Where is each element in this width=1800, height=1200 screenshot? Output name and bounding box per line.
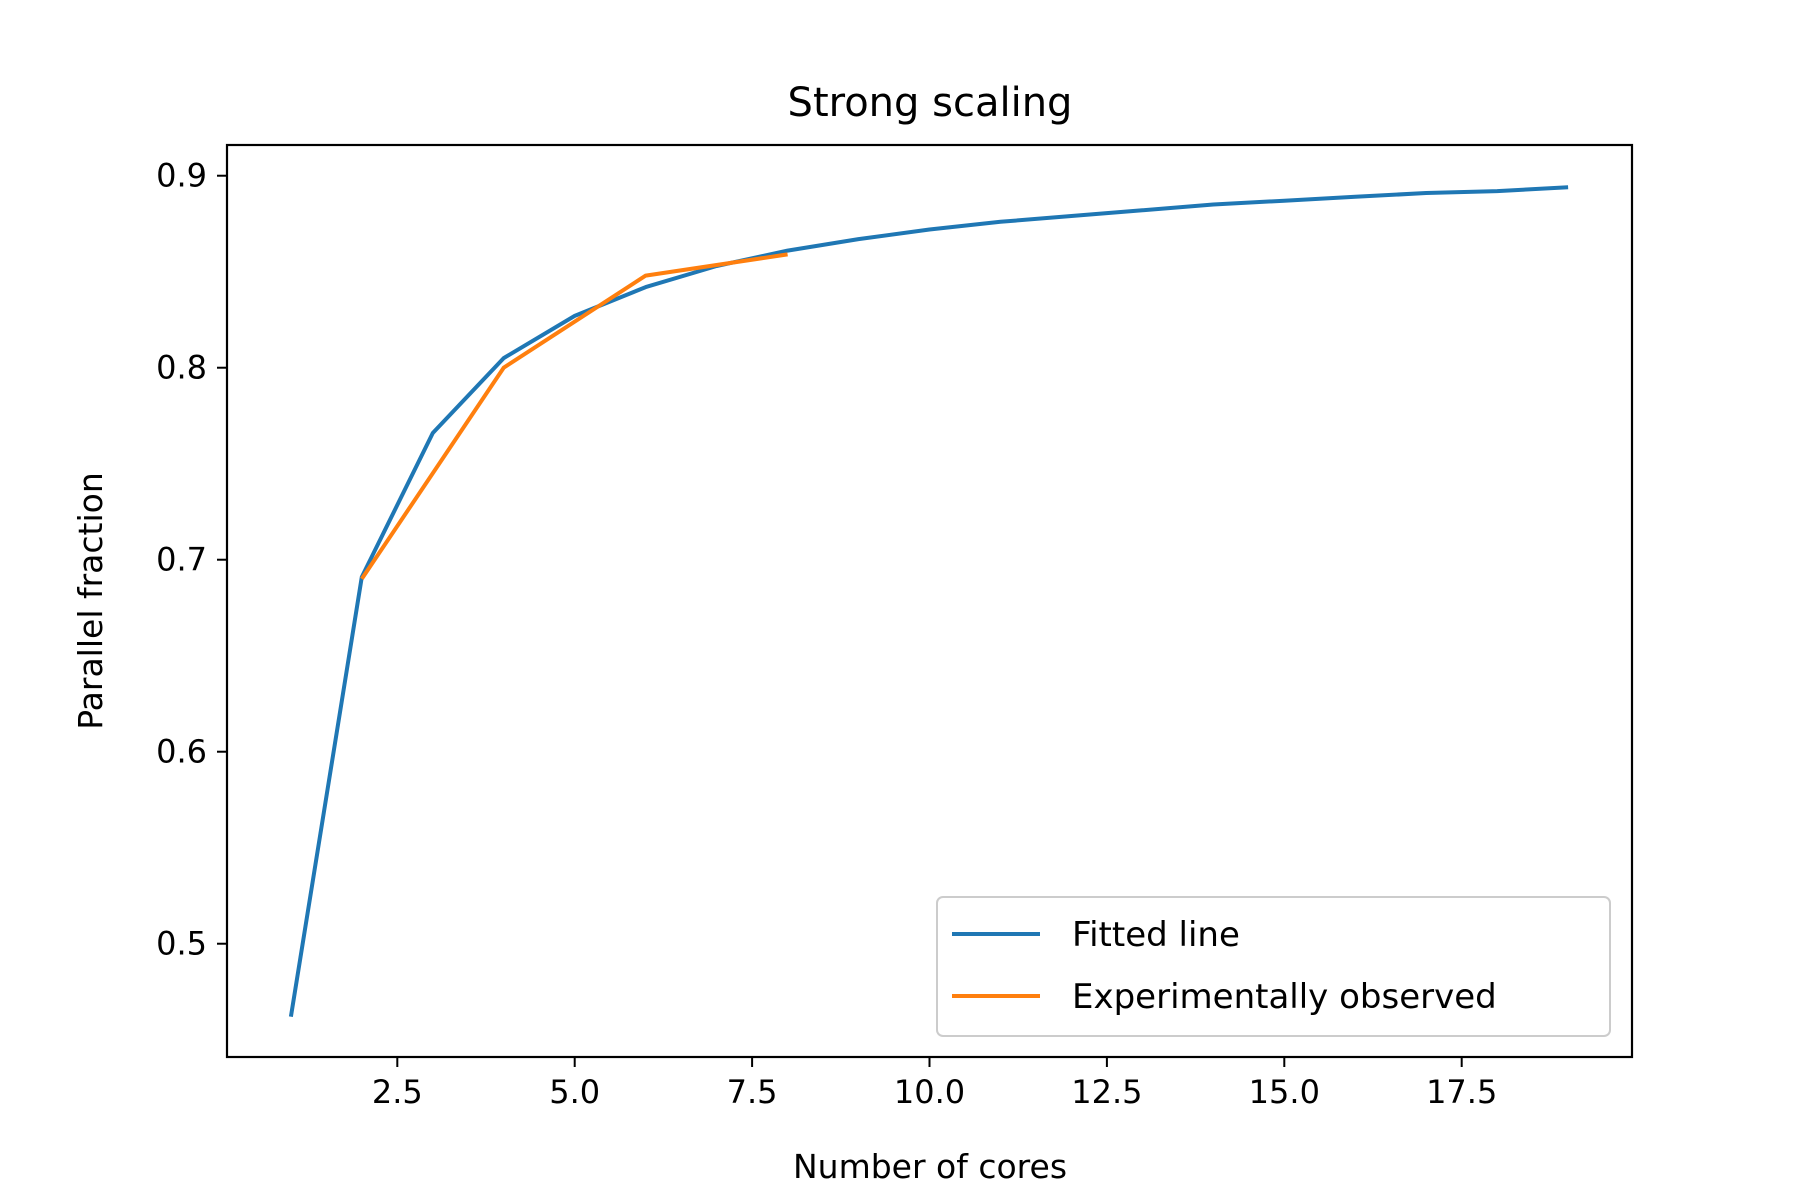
y-axis-label: Parallel fraction: [71, 472, 110, 730]
chart-title: Strong scaling: [788, 80, 1073, 126]
x-tick-label: 5.0: [549, 1073, 600, 1111]
legend-label-fitted-line: Fitted line: [1072, 915, 1240, 955]
legend-box: [936, 896, 1611, 1037]
x-tick-label: 12.5: [1071, 1073, 1142, 1111]
x-tick-label: 15.0: [1249, 1073, 1320, 1111]
y-tick-label: 0.9: [156, 157, 207, 195]
y-tick-label: 0.7: [156, 541, 207, 579]
y-axis: 0.5 0.6 0.7 0.8 0.9: [156, 157, 227, 963]
legend-label-experimentally-observed: Experimentally observed: [1072, 977, 1497, 1017]
legend: Fitted line Experimentally observed: [936, 896, 1611, 1037]
x-tick-label: 7.5: [727, 1073, 778, 1111]
series-line-experimentally-observed: [360, 252, 788, 581]
x-tick-label: 17.5: [1426, 1073, 1497, 1111]
series-layer: [288, 185, 1569, 1018]
series-line-fitted-line: [288, 185, 1569, 1018]
x-axis-label: Number of cores: [793, 1147, 1067, 1186]
x-tick-label: 2.5: [372, 1073, 423, 1111]
y-tick-label: 0.6: [156, 733, 207, 771]
x-axis: 2.5 5.0 7.5 10.0 12.5 15.0 17.5: [372, 1057, 1497, 1111]
y-tick-label: 0.8: [156, 349, 207, 387]
y-tick-label: 0.5: [156, 925, 207, 963]
x-tick-label: 10.0: [894, 1073, 965, 1111]
